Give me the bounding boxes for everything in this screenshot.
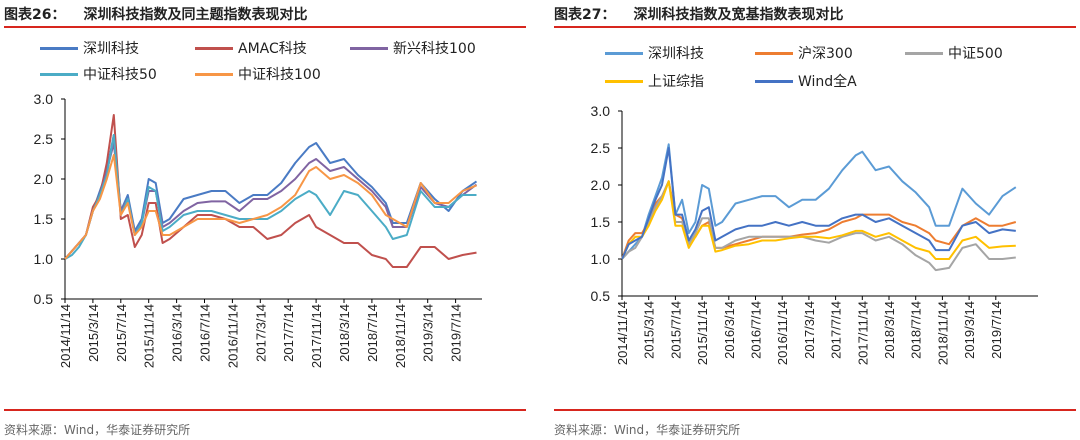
legend-item: 上证综指 bbox=[605, 71, 704, 91]
x-tick-label: 2015/3/14 bbox=[86, 304, 101, 362]
legend-label: 沪深300 bbox=[798, 46, 853, 62]
x-tick-label: 2018/3/14 bbox=[337, 304, 352, 362]
x-tick-label: 2017/7/14 bbox=[829, 301, 844, 359]
x-tick-label: 2018/7/14 bbox=[365, 304, 380, 362]
legend-label: Wind全A bbox=[798, 74, 857, 90]
x-tick-label: 2017/3/14 bbox=[802, 301, 817, 359]
footer-divider bbox=[4, 409, 526, 411]
y-tick-label: 1.0 bbox=[591, 251, 611, 267]
x-tick-label: 2015/11/14 bbox=[142, 304, 157, 368]
legend-label: 深圳科技 bbox=[83, 41, 139, 57]
legend-label: 上证综指 bbox=[648, 74, 704, 90]
source-note: 资料来源：Wind，华泰证券研究所 bbox=[554, 423, 741, 437]
legend-swatch bbox=[905, 51, 943, 55]
legend-swatch bbox=[605, 51, 643, 55]
legend-label: 中证科技100 bbox=[238, 67, 321, 83]
y-tick-label: 2.0 bbox=[34, 171, 54, 187]
x-tick-label: 2018/11/14 bbox=[393, 304, 408, 368]
legend-swatch bbox=[195, 46, 233, 50]
x-tick-label: 2017/7/14 bbox=[281, 304, 296, 362]
chart-title: 图表27： 深圳科技指数及宽基指数表现对比 bbox=[554, 4, 843, 24]
x-tick-label: 2016/11/14 bbox=[225, 304, 240, 368]
x-tick-label: 2019/7/14 bbox=[989, 301, 1004, 359]
x-tick-label: 2016/3/14 bbox=[170, 304, 185, 362]
legend-swatch bbox=[755, 51, 793, 55]
legend-label: AMAC科技 bbox=[238, 41, 307, 57]
chart-panel-26: 图表26： 深圳科技指数及同主题指数表现对比 深圳科技 AMAC科技 新兴科技100 中… bbox=[0, 0, 530, 440]
x-tick-label: 2015/11/14 bbox=[695, 301, 710, 365]
chart-title-text: 深圳科技指数及同主题指数表现对比 bbox=[83, 7, 308, 23]
line-chart: 0.5 1.0 1.5 2.0 2.5 3.0 2014/11/14 2015/3/14 201… bbox=[34, 91, 482, 368]
x-tick-label: 2017/11/14 bbox=[309, 304, 324, 368]
x-tick-label: 2016/7/14 bbox=[749, 301, 764, 359]
series-line-1 bbox=[621, 143, 1017, 260]
y-tick-label: 3.0 bbox=[591, 103, 611, 119]
legend-item: 深圳科技 bbox=[605, 43, 704, 63]
x-tick-label: 2015/3/14 bbox=[642, 301, 657, 359]
x-tick-label: 2017/11/14 bbox=[855, 301, 870, 365]
series-line-4 bbox=[621, 180, 1016, 260]
y-tick-label: 1.5 bbox=[591, 214, 611, 230]
x-tick-label: 2018/3/14 bbox=[882, 301, 897, 359]
legend-swatch bbox=[605, 79, 643, 83]
x-tick-label: 2016/11/14 bbox=[775, 301, 790, 365]
chart-title-text: 深圳科技指数及宽基指数表现对比 bbox=[633, 7, 844, 23]
y-tick-label: 1.5 bbox=[34, 211, 54, 227]
x-tick-label: 2015/7/14 bbox=[114, 304, 129, 362]
title-divider bbox=[554, 26, 1076, 28]
y-tick-label: 0.5 bbox=[34, 291, 54, 307]
y-tick-label: 3.0 bbox=[34, 91, 54, 107]
legend-swatch bbox=[195, 72, 233, 76]
series-line-5 bbox=[621, 147, 1016, 260]
legend-item: 中证科技50 bbox=[40, 64, 157, 84]
legend-item: 沪深300 bbox=[755, 43, 853, 63]
y-tick-label: 2.5 bbox=[591, 140, 611, 156]
y-tick-label: 2.0 bbox=[591, 177, 611, 193]
chart-panel-27: 图表27： 深圳科技指数及宽基指数表现对比 深圳科技 沪深300 中证500 上证综指 W… bbox=[550, 0, 1080, 440]
legend-swatch bbox=[40, 46, 78, 50]
legend-label: 中证500 bbox=[948, 46, 1003, 62]
line-chart: 0.5 1.0 1.5 2.0 2.5 3.0 2014/11/14 2015/3/14 201… bbox=[591, 103, 1038, 365]
legend-swatch bbox=[350, 46, 388, 50]
y-tick-label: 0.5 bbox=[591, 288, 611, 304]
legend-item: 新兴科技100 bbox=[350, 38, 476, 58]
x-tick-label: 2018/11/14 bbox=[935, 301, 950, 365]
x-tick-label: 2016/3/14 bbox=[722, 301, 737, 359]
legend-item: Wind全A bbox=[755, 71, 857, 91]
x-tick-label: 2015/7/14 bbox=[668, 301, 683, 359]
series-line-4 bbox=[64, 134, 477, 260]
x-tick-label: 2017/3/14 bbox=[253, 304, 268, 362]
footer-divider bbox=[554, 409, 1076, 411]
y-tick-label: 1.0 bbox=[34, 251, 54, 267]
legend-item: 中证科技100 bbox=[195, 64, 321, 84]
legend-item: AMAC科技 bbox=[195, 38, 307, 58]
source-note: 资料来源：Wind，华泰证券研究所 bbox=[4, 423, 191, 437]
legend-swatch bbox=[755, 79, 793, 83]
chart-title: 图表26： 深圳科技指数及同主题指数表现对比 bbox=[4, 4, 307, 24]
title-divider bbox=[4, 26, 526, 28]
x-tick-label: 2014/11/14 bbox=[615, 301, 630, 365]
x-tick-label: 2018/7/14 bbox=[909, 301, 924, 359]
figure-label: 图表27： bbox=[554, 7, 616, 23]
series-line-5 bbox=[64, 154, 477, 260]
legend-label: 新兴科技100 bbox=[393, 41, 476, 57]
legend-label: 中证科技50 bbox=[83, 67, 157, 83]
x-tick-label: 2019/3/14 bbox=[421, 304, 436, 362]
x-tick-label: 2019/7/14 bbox=[449, 304, 464, 362]
legend-item: 深圳科技 bbox=[40, 38, 139, 58]
x-tick-label: 2016/7/14 bbox=[198, 304, 213, 362]
legend-swatch bbox=[40, 72, 78, 76]
x-tick-label: 2019/3/14 bbox=[962, 301, 977, 359]
legend-label: 深圳科技 bbox=[648, 46, 704, 62]
y-tick-label: 2.5 bbox=[34, 131, 54, 147]
legend-item: 中证500 bbox=[905, 43, 1003, 63]
x-tick-label: 2014/11/14 bbox=[58, 304, 73, 368]
figure-label: 图表26： bbox=[4, 7, 66, 23]
